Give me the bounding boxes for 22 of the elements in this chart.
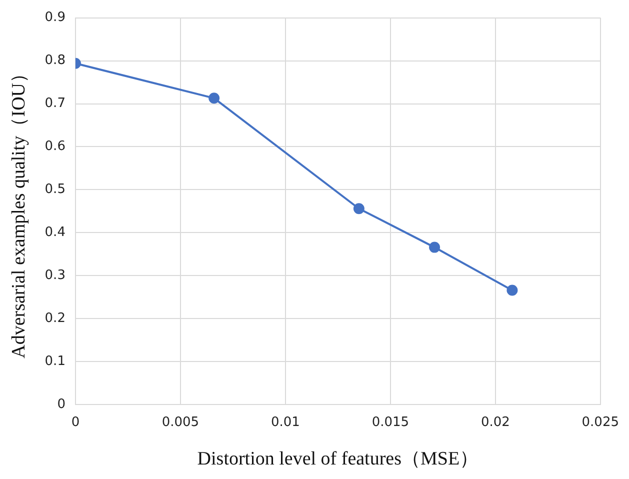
y-tick-label: 0.3 bbox=[44, 268, 66, 284]
point bbox=[506, 284, 518, 296]
x-tick-label: 0.005 bbox=[162, 414, 200, 430]
x-tick-label: 0.015 bbox=[372, 414, 410, 430]
y-tick-label: 0.2 bbox=[44, 311, 66, 326]
y-tick-label: 0.4 bbox=[44, 225, 66, 240]
y-tick-label: 0.7 bbox=[44, 96, 66, 112]
y-tick-label: 0.1 bbox=[44, 354, 66, 369]
x-tick-label: 0.02 bbox=[480, 414, 510, 430]
point bbox=[353, 203, 364, 214]
x-tick-label: 0.01 bbox=[270, 414, 300, 430]
y-tick-label: 0.9 bbox=[44, 10, 66, 26]
y-tick-label: 0.5 bbox=[44, 182, 66, 198]
point bbox=[429, 242, 440, 253]
y-axis-title: Adversarial examples quality（IOU） bbox=[8, 64, 30, 358]
x-tick-label: 0.025 bbox=[582, 414, 619, 430]
y-tick-label: 0.6 bbox=[44, 139, 66, 154]
y-tick-label: 0.8 bbox=[44, 53, 66, 68]
x-tick-label: 0 bbox=[71, 414, 80, 430]
point bbox=[208, 92, 220, 104]
y-tick-label: 0 bbox=[57, 396, 66, 412]
x-axis-title: Distortion level of features（MSE） bbox=[197, 448, 479, 470]
